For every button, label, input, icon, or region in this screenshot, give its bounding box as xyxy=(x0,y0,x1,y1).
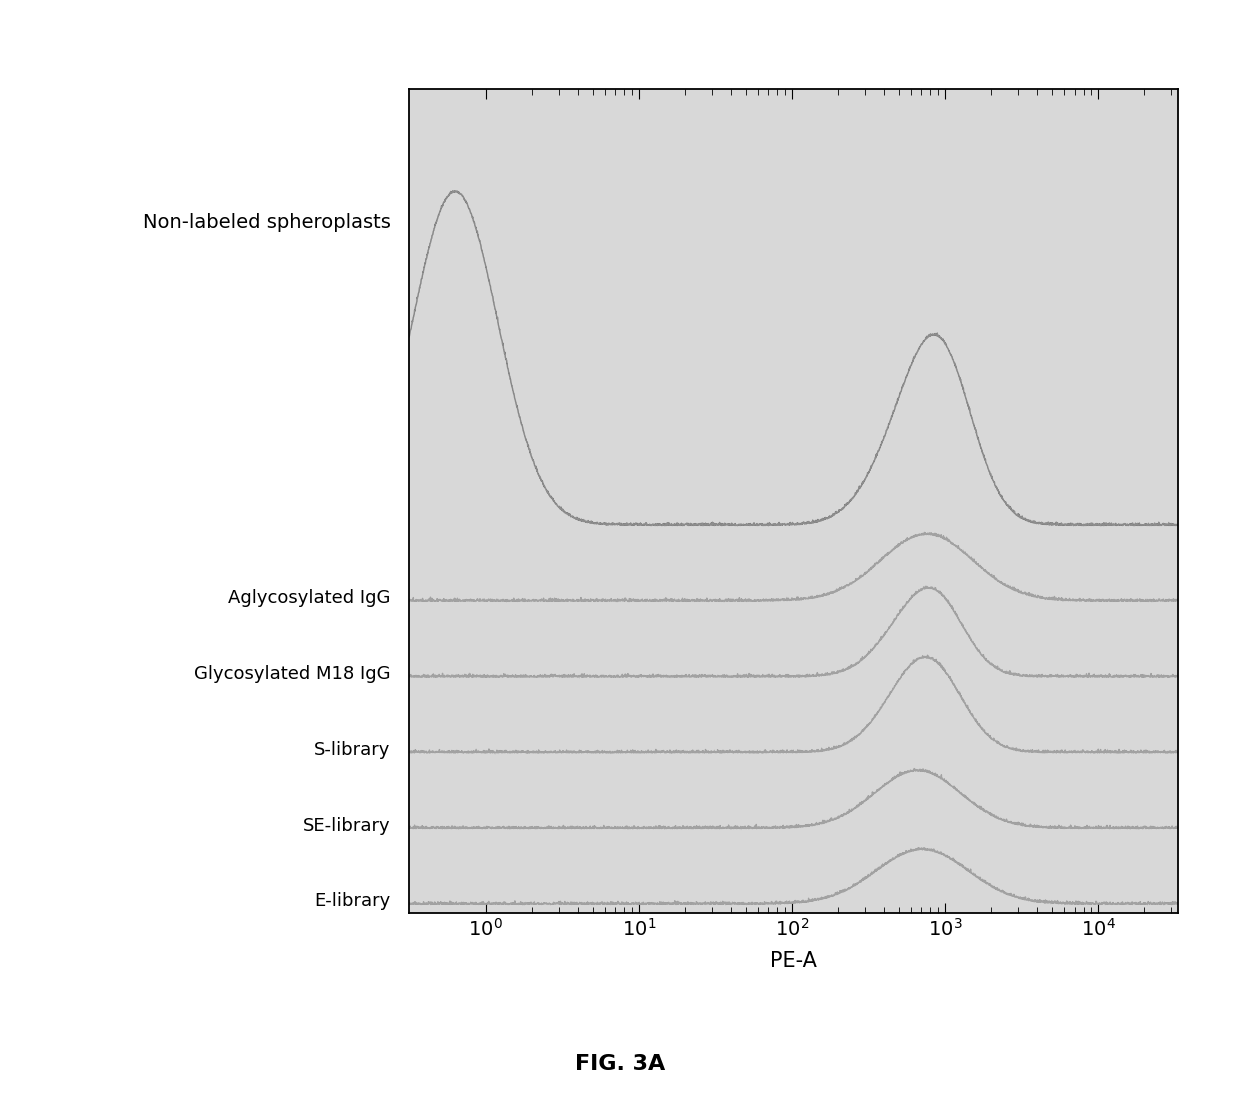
Text: Glycosylated M18 IgG: Glycosylated M18 IgG xyxy=(195,665,391,683)
Text: SE-library: SE-library xyxy=(303,817,391,834)
Text: Aglycosylated IgG: Aglycosylated IgG xyxy=(228,589,391,607)
Text: FIG. 3A: FIG. 3A xyxy=(575,1054,665,1074)
Text: E-library: E-library xyxy=(315,892,391,910)
Text: Non-labeled spheroplasts: Non-labeled spheroplasts xyxy=(143,213,391,232)
Text: S-library: S-library xyxy=(314,741,391,759)
X-axis label: PE-A: PE-A xyxy=(770,951,817,971)
